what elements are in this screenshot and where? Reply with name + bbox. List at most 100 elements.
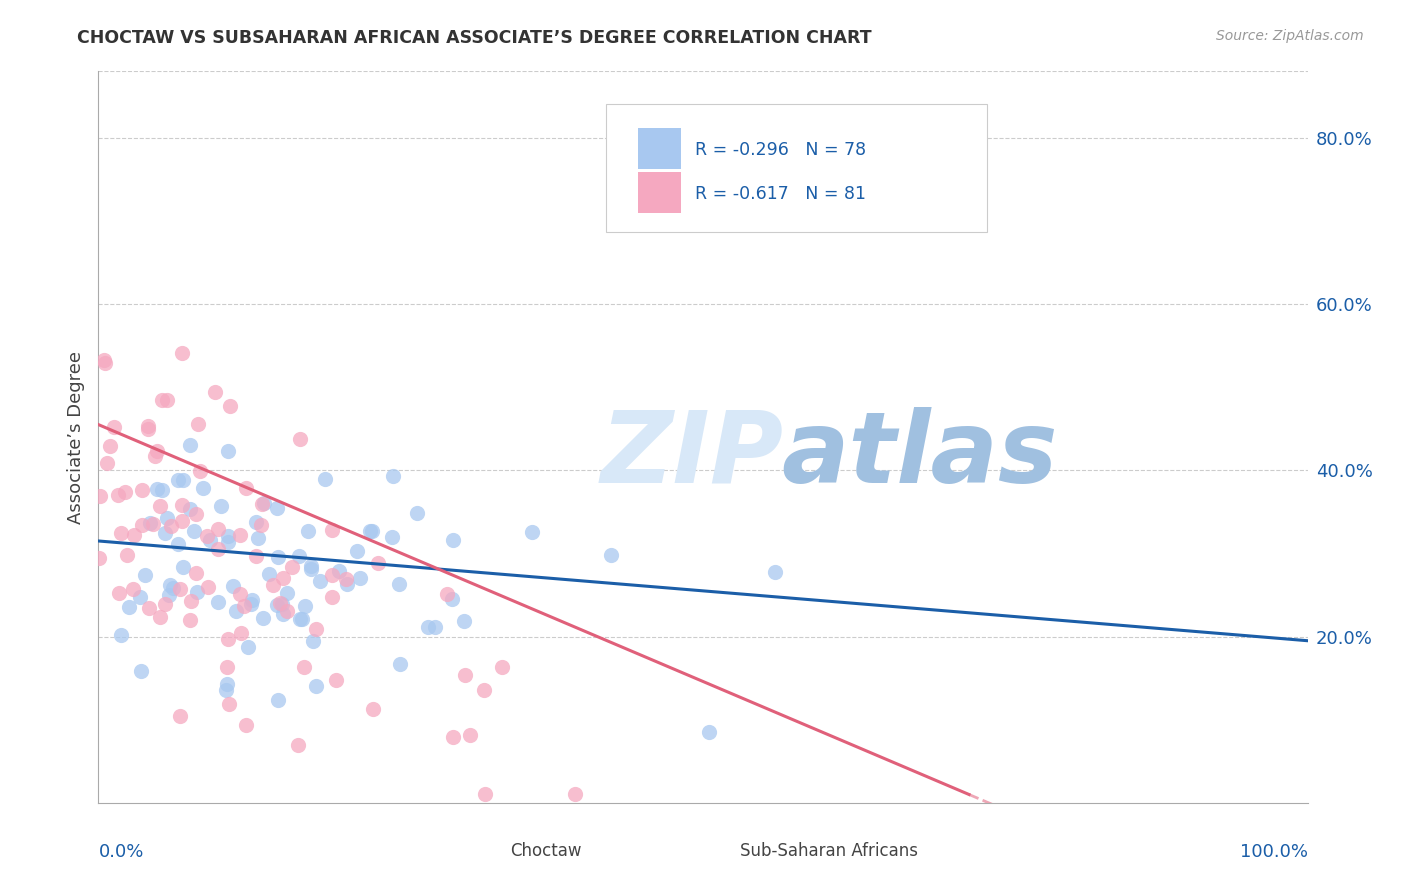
Point [172, 514, 194, 528]
Point [150, 483, 173, 497]
Point [93, 356, 115, 370]
Point [564, 788, 586, 802]
Point [359, 524, 381, 538]
Point [441, 730, 464, 744]
Point [121, 582, 143, 597]
Point [302, 633, 325, 648]
Point [287, 739, 309, 753]
Point [472, 683, 495, 698]
Point [150, 392, 173, 407]
Point [406, 506, 429, 520]
Point [138, 601, 160, 615]
Point [381, 530, 404, 544]
Point [240, 592, 263, 607]
Point [290, 432, 312, 446]
Point [209, 500, 232, 514]
Point [291, 612, 314, 626]
Point [454, 667, 477, 681]
Point [217, 677, 239, 691]
Point [187, 417, 209, 431]
Point [136, 418, 159, 433]
Point [232, 599, 254, 613]
Point [335, 572, 357, 586]
Point [225, 604, 247, 618]
Point [305, 622, 328, 636]
Point [336, 577, 359, 591]
FancyBboxPatch shape [606, 104, 987, 232]
Text: R = -0.296   N = 78: R = -0.296 N = 78 [695, 141, 866, 159]
Point [219, 399, 242, 413]
Point [103, 420, 125, 434]
Point [245, 549, 267, 563]
Point [207, 542, 229, 557]
Point [89, 489, 111, 503]
Point [423, 620, 446, 634]
Point [458, 728, 481, 742]
Point [172, 346, 194, 360]
Point [155, 393, 177, 408]
Point [217, 444, 239, 458]
Point [149, 500, 172, 514]
Point [491, 660, 513, 674]
Point [183, 524, 205, 539]
Point [155, 526, 177, 541]
Point [179, 438, 201, 452]
Point [252, 611, 274, 625]
Point [122, 528, 145, 542]
Point [186, 585, 208, 599]
Point [266, 598, 288, 612]
Point [179, 502, 201, 516]
Point [166, 473, 188, 487]
Point [235, 718, 257, 732]
Point [325, 673, 347, 687]
Point [217, 535, 239, 549]
Point [179, 613, 201, 627]
Point [184, 566, 207, 580]
Point [382, 469, 405, 483]
Point [149, 610, 172, 624]
Point [239, 597, 262, 611]
Point [134, 567, 156, 582]
Point [129, 664, 152, 678]
Point [217, 660, 239, 674]
Point [328, 564, 350, 578]
Point [245, 515, 267, 529]
Point [131, 483, 153, 497]
Point [191, 481, 214, 495]
Point [288, 549, 311, 564]
Point [294, 599, 316, 614]
Point [270, 597, 292, 611]
Text: 0.0%: 0.0% [98, 843, 143, 861]
Point [321, 523, 343, 537]
Point [299, 558, 322, 573]
Text: Source: ZipAtlas.com: Source: ZipAtlas.com [1216, 29, 1364, 43]
Text: CHOCTAW VS SUBSAHARAN AFRICAN ASSOCIATE’S DEGREE CORRELATION CHART: CHOCTAW VS SUBSAHARAN AFRICAN ASSOCIATE’… [77, 29, 872, 46]
Point [108, 585, 131, 599]
Point [110, 526, 132, 541]
Point [136, 422, 159, 436]
Point [257, 566, 280, 581]
Point [763, 566, 786, 580]
Point [169, 708, 191, 723]
Point [436, 587, 458, 601]
Point [157, 588, 180, 602]
Point [314, 472, 336, 486]
Point [309, 574, 332, 588]
FancyBboxPatch shape [482, 840, 503, 856]
Point [139, 516, 162, 530]
Point [155, 597, 177, 611]
Point [218, 697, 240, 711]
Point [416, 620, 439, 634]
Point [321, 568, 343, 582]
Point [281, 559, 304, 574]
Point [143, 449, 166, 463]
Point [600, 548, 623, 562]
Point [207, 522, 229, 536]
Point [231, 626, 253, 640]
Point [228, 528, 250, 542]
Point [96, 456, 118, 470]
Point [292, 660, 315, 674]
Point [299, 562, 322, 576]
Point [388, 577, 411, 591]
Text: 100.0%: 100.0% [1240, 843, 1308, 861]
